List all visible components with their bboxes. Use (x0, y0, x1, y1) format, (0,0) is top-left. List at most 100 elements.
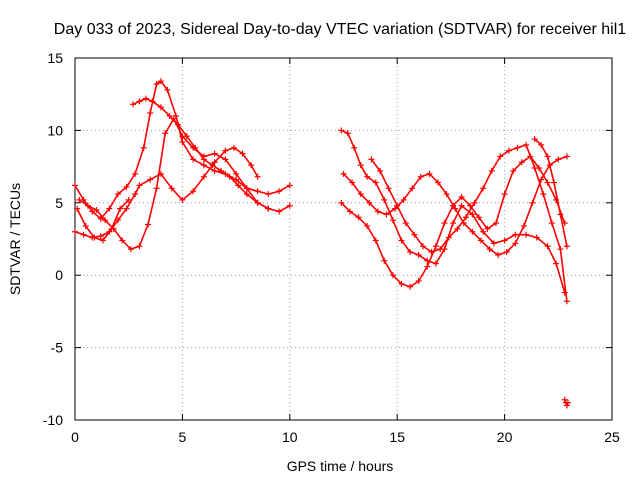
data-point (147, 110, 154, 117)
data-point (544, 153, 551, 160)
data-point (233, 170, 240, 177)
data-point (125, 196, 132, 203)
data-point (428, 249, 435, 256)
data-point (497, 153, 504, 160)
data-point (512, 231, 519, 238)
data-point (114, 191, 121, 198)
data-point (82, 222, 89, 229)
y-tick-label: -10 (43, 412, 63, 428)
data-point (544, 243, 551, 250)
data-point (372, 179, 379, 186)
data-point (548, 220, 555, 227)
data-point (495, 251, 502, 258)
series-track-5 (74, 196, 132, 244)
data-point (222, 156, 229, 163)
data-point (117, 205, 124, 212)
data-point (74, 205, 81, 212)
data-point (505, 147, 512, 154)
data-point (136, 98, 143, 105)
series-track-6 (338, 127, 568, 296)
data-point (97, 233, 104, 240)
x-axis-ticks: 0 5 10 15 20 25 (71, 58, 620, 445)
data-point (243, 185, 250, 192)
data-point (441, 220, 448, 227)
data-point (276, 188, 283, 195)
data-point (469, 228, 476, 235)
y-tick-label: 5 (55, 195, 63, 211)
data-point (415, 251, 422, 258)
data-point (222, 147, 229, 154)
data-point (164, 86, 171, 93)
data-point (426, 170, 433, 177)
data-point (503, 249, 510, 256)
y-axis-ticks: -10 -5 0 5 10 15 (43, 50, 612, 428)
data-point (424, 263, 431, 270)
data-point (501, 191, 508, 198)
x-tick-label: 0 (71, 429, 79, 445)
series-line (534, 138, 568, 247)
data-point (226, 173, 233, 180)
data-point (486, 246, 493, 253)
data-point (398, 237, 405, 244)
data-point (490, 240, 497, 247)
data-point (254, 173, 261, 180)
data-point (265, 205, 272, 212)
data-point (123, 205, 130, 212)
series-line (370, 144, 568, 302)
data-point (561, 396, 568, 403)
data-point (510, 167, 517, 174)
data-point (381, 257, 388, 264)
data-point (166, 112, 173, 119)
data-point (381, 196, 388, 203)
data-point (200, 162, 207, 169)
data-point (364, 173, 371, 180)
data-point (368, 156, 375, 163)
data-point (544, 179, 551, 186)
data-point (76, 196, 83, 203)
data-point (190, 188, 197, 195)
data-point (102, 217, 109, 224)
data-point (338, 127, 345, 134)
y-tick-label: 10 (47, 122, 63, 138)
data-point (458, 202, 465, 209)
data-point (389, 272, 396, 279)
data-point (97, 215, 104, 222)
data-point (357, 191, 364, 198)
data-point (140, 144, 147, 151)
series-track-9 (368, 141, 570, 305)
data-point (190, 156, 197, 163)
data-point (72, 182, 78, 189)
data-point (529, 199, 536, 206)
data-point (276, 208, 283, 215)
series-track-8 (340, 153, 570, 258)
data-point (93, 207, 100, 214)
data-point (72, 228, 78, 235)
data-point (450, 220, 457, 227)
data-point (89, 208, 96, 215)
data-point (475, 214, 482, 221)
data-point (243, 191, 250, 198)
data-point (435, 179, 442, 186)
data-point (445, 234, 452, 241)
data-point (106, 205, 113, 212)
data-point (168, 185, 175, 192)
y-tick-label: 15 (47, 50, 63, 66)
data-point (265, 191, 272, 198)
data-point (432, 243, 439, 250)
data-point (136, 182, 143, 189)
data-point (211, 167, 218, 174)
data-point (338, 199, 345, 206)
data-point (108, 225, 115, 232)
data-point (153, 185, 160, 192)
data-point (411, 231, 418, 238)
data-point (454, 225, 461, 232)
data-point (239, 150, 246, 157)
data-point (254, 199, 261, 206)
data-point (538, 141, 545, 148)
y-tick-label: 0 (55, 267, 63, 283)
data-point (157, 104, 164, 111)
data-point (394, 202, 401, 209)
data-point (523, 141, 530, 148)
data-point (377, 167, 384, 174)
